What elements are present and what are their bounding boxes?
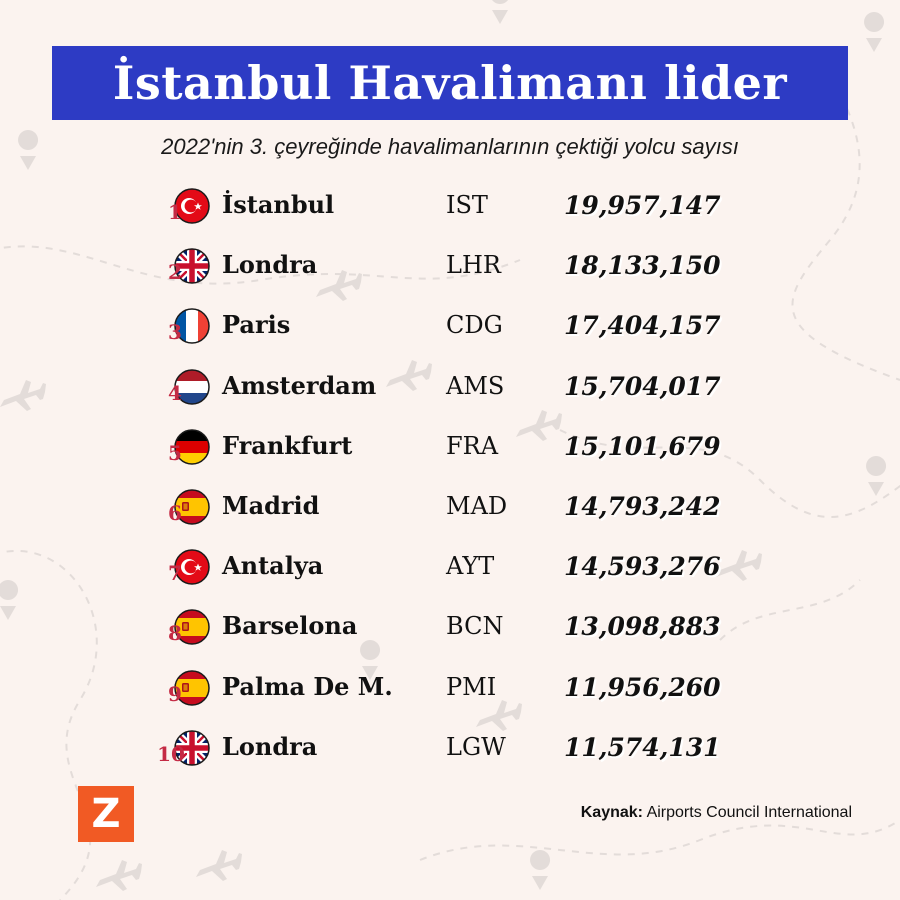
source-note: Kaynak: Airports Council International	[581, 804, 852, 822]
germany-flag-icon	[174, 429, 210, 465]
rank-number: 3	[168, 320, 182, 345]
turkey-flag-icon	[174, 188, 210, 224]
table-row: 2 Londra LHR 18,133,150	[0, 238, 900, 298]
rank-number: 4	[168, 380, 182, 405]
rank-number: 9	[168, 681, 182, 706]
spain-flag-icon	[174, 669, 210, 706]
table-row: 5 Frankfurt FRA 15,101,679	[0, 419, 900, 479]
rank-number: 6	[168, 501, 182, 525]
passenger-count: 17,404,157	[564, 311, 721, 341]
rank-number: 7	[168, 561, 182, 586]
logo-text: Z	[91, 791, 121, 837]
page-title: İstanbul Havalimanı lider	[112, 56, 788, 110]
city-name: Palma De M.	[222, 671, 393, 701]
rank-number: 8	[168, 621, 182, 646]
airport-code: AMS	[446, 371, 505, 400]
city-name: Londra	[222, 250, 318, 280]
passenger-count: 13,098,883	[564, 612, 721, 642]
source-text: Airports Council International	[646, 804, 852, 821]
passenger-count: 11,956,260	[564, 672, 721, 702]
city-name: Frankfurt	[222, 430, 353, 460]
passenger-count: 14,593,276	[564, 552, 721, 582]
table-row: 3 Paris CDG 17,404,157	[0, 298, 900, 358]
city-name: İstanbul	[222, 190, 335, 219]
airport-code: PMI	[446, 672, 497, 701]
france-flag-icon	[174, 308, 210, 345]
airport-code: IST	[446, 191, 488, 219]
passenger-count: 18,133,150	[564, 251, 721, 281]
rank-number: 1	[168, 200, 182, 224]
airport-code: CDG	[446, 311, 503, 340]
table-row: 7 Antalya AYT 14,593,276	[0, 539, 900, 599]
city-name: Paris	[222, 310, 291, 340]
uk-flag-icon	[174, 730, 210, 766]
airport-code: FRA	[446, 431, 499, 460]
city-name: Antalya	[222, 551, 324, 581]
source-label: Kaynak:	[580, 804, 643, 821]
rank-number: 5	[168, 440, 182, 465]
plane-icon	[0, 270, 762, 891]
passenger-count: 19,957,147	[564, 191, 721, 220]
spain-flag-icon	[174, 489, 210, 525]
city-name: Londra	[222, 731, 318, 761]
subtitle: 2022'nin 3. çeyreğinde havalimanlarının …	[161, 134, 739, 159]
airport-code: LGW	[446, 732, 506, 761]
airport-code: MAD	[446, 492, 508, 520]
location-pin-icon	[0, 0, 887, 890]
passenger-count: 14,793,242	[564, 492, 721, 521]
airport-code: BCN	[446, 612, 504, 641]
spain-flag-icon	[174, 609, 210, 646]
city-name: Madrid	[222, 491, 320, 520]
table-row: 1 İstanbul IST 19,957,147	[0, 178, 900, 238]
table-row: 10 Londra LGW 11,574,131	[0, 720, 900, 780]
passenger-count: 15,704,017	[564, 371, 721, 401]
city-name: Barselona	[222, 611, 358, 641]
passenger-count: 11,574,131	[564, 732, 721, 762]
airport-code: LHR	[446, 251, 501, 280]
city-name: Amsterdam	[222, 370, 377, 400]
turkey-flag-icon	[174, 549, 210, 585]
title-banner: İstanbul Havalimanı lider	[52, 46, 848, 120]
uk-flag-icon	[174, 248, 210, 284]
rank-number: 10	[157, 741, 185, 766]
table-row: 4 Amsterdam AMS 15,704,017	[0, 359, 900, 419]
table-row: 8 Barselona BCN 13,098,883	[0, 599, 900, 659]
brand-logo: Z	[78, 786, 134, 842]
table-row: 9 Palma De M. PMI 11,956,260	[0, 660, 900, 720]
table-row: 6 Madrid MAD 14,793,242	[0, 479, 900, 539]
passenger-count: 15,101,679	[564, 431, 721, 461]
netherlands-flag-icon	[174, 368, 210, 405]
rank-number: 2	[168, 260, 182, 285]
airport-code: AYT	[446, 552, 495, 581]
